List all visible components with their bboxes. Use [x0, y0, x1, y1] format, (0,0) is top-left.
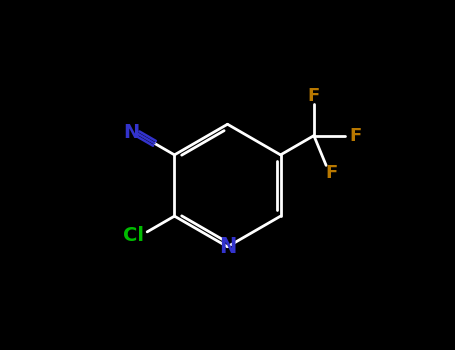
Text: F: F — [308, 88, 320, 105]
Text: N: N — [124, 122, 140, 142]
Text: F: F — [349, 127, 361, 145]
Text: Cl: Cl — [123, 226, 144, 245]
Text: F: F — [325, 164, 338, 182]
Text: N: N — [219, 237, 236, 257]
